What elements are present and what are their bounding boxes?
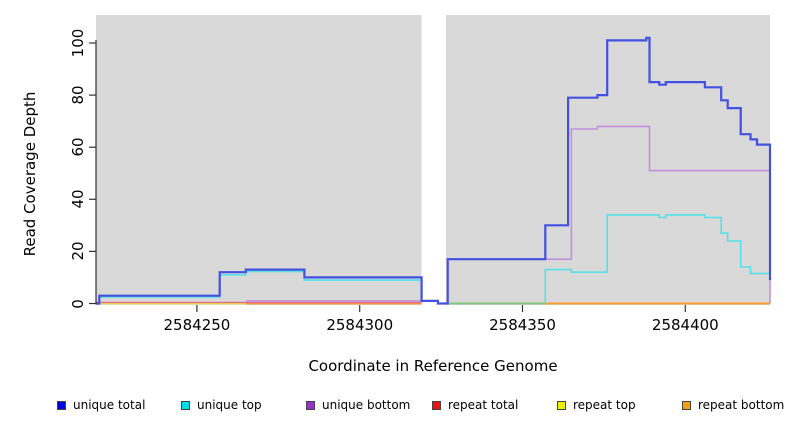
y-axis-title: Read Coverage Depth [21,91,39,257]
y-tick-label: 40 [69,189,87,209]
legend-item-unique-top: unique top [181,399,262,411]
legend-label: unique total [73,398,146,412]
legend-item-repeat-total: repeat total [432,399,518,411]
legend-swatch-icon [57,400,66,410]
legend-swatch-icon [682,400,691,410]
x-tick-label: 2584400 [651,316,719,334]
legend-item-unique-bottom: unique bottom [306,399,410,411]
series-line-unique-bottom [447,125,771,304]
legend-item-repeat-bottom: repeat bottom [682,399,784,411]
y-tick-label: 0 [69,298,87,309]
legend-swatch-icon [432,400,441,410]
legend-swatch-icon [181,400,190,410]
legend-label: repeat top [573,398,636,412]
x-tick-label: 2584250 [163,316,231,334]
y-tick-label: 100 [69,28,87,58]
series-line-unique-total [96,36,772,305]
x-tick-label: 2584350 [489,316,556,334]
legend-item-unique-total: unique total [57,399,145,411]
y-tick-label: 60 [69,137,87,157]
legend-label: repeat total [448,398,519,412]
legend-item-repeat-top: repeat top [557,399,636,411]
no-data-gap-band [421,15,446,305]
y-tick-label: 20 [69,241,87,261]
legend-swatch-icon [306,400,315,410]
legend-swatch-icon [557,400,566,410]
series-line-unique-top [447,214,771,305]
x-tick-label: 2584300 [326,316,394,334]
legend-label: unique bottom [322,398,411,412]
x-axis-title: Coordinate in Reference Genome [308,357,558,375]
legend-label: unique top [197,398,262,412]
y-tick-label: 80 [69,85,87,105]
legend-label: repeat bottom [698,398,785,412]
